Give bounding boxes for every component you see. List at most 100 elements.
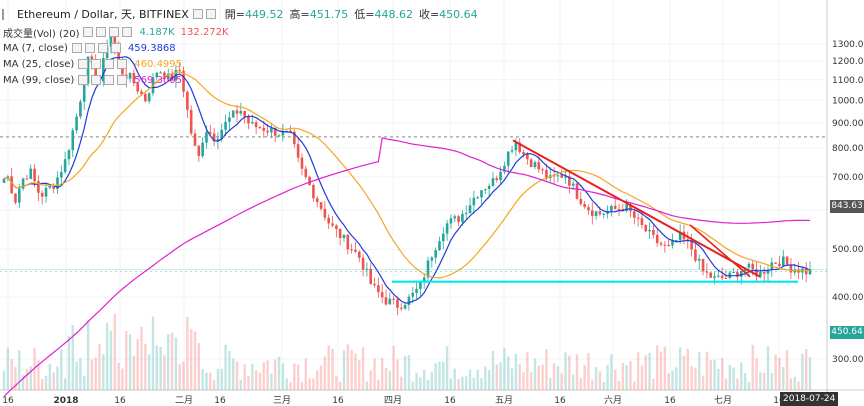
candle-body xyxy=(739,270,743,277)
settings-icon[interactable] xyxy=(91,59,102,69)
candle-body xyxy=(411,292,415,297)
candle-body xyxy=(766,269,770,274)
volume-bar xyxy=(60,349,63,390)
volume-bar xyxy=(182,361,185,390)
settings-icon[interactable] xyxy=(96,27,107,37)
candle-body xyxy=(327,217,330,224)
candle-body xyxy=(533,162,537,168)
candle-body xyxy=(434,250,437,258)
volume-bar xyxy=(197,343,201,390)
candle-body xyxy=(709,272,712,278)
volume-bar xyxy=(659,351,663,390)
time-tick-label: 四月 xyxy=(384,395,402,406)
candle-body xyxy=(652,229,655,235)
chart-type-icon[interactable] xyxy=(2,8,13,20)
volume-bar xyxy=(759,372,762,390)
volume-bar xyxy=(358,360,361,390)
volume-bar xyxy=(667,373,670,390)
visibility-icon[interactable] xyxy=(78,59,89,69)
candle-body xyxy=(56,177,59,189)
candle-body xyxy=(667,245,670,247)
close-icon[interactable] xyxy=(109,27,120,37)
volume-bar xyxy=(610,354,613,390)
candle-body xyxy=(640,218,644,225)
candle-body xyxy=(224,121,227,130)
volume-bar xyxy=(167,334,170,390)
candle-body xyxy=(476,197,479,199)
candle-body xyxy=(281,130,285,136)
candle-body xyxy=(552,175,556,177)
candle-body xyxy=(289,130,292,132)
ma7-label[interactable]: MA (7, close) xyxy=(3,42,68,54)
candle-body xyxy=(613,205,617,209)
candle-body xyxy=(457,216,460,222)
visibility-icon[interactable] xyxy=(83,27,94,37)
more-icon[interactable] xyxy=(110,43,121,53)
candle-body xyxy=(545,169,548,179)
ma25-legend-buttons xyxy=(78,59,130,69)
close-icon[interactable] xyxy=(104,75,115,85)
candle-body xyxy=(388,298,392,305)
candle-body xyxy=(132,73,136,84)
settings-icon[interactable] xyxy=(84,43,95,53)
volume-label[interactable]: 成交量(Vol) (20) xyxy=(3,28,80,40)
candle-body xyxy=(350,249,353,251)
time-tick-label: 16 xyxy=(214,396,226,406)
volume-bar xyxy=(789,378,793,390)
open-label: 開= xyxy=(224,8,246,21)
more-icon[interactable] xyxy=(117,59,128,69)
volume-bar xyxy=(606,364,609,390)
candle-body xyxy=(430,257,434,261)
candle-body xyxy=(155,72,159,78)
candle-body xyxy=(560,175,564,178)
volume-bar xyxy=(614,369,617,390)
last-price-label: 450.64 xyxy=(830,326,864,339)
volume-bar xyxy=(762,372,766,390)
low-value: 448.62 xyxy=(374,7,413,21)
candle-body xyxy=(208,132,212,134)
volume-bar xyxy=(338,381,342,390)
ma99-label[interactable]: MA (99, close) xyxy=(3,74,75,86)
candle-body xyxy=(163,72,166,79)
candle-body xyxy=(499,171,502,181)
time-tick-label: 五月 xyxy=(495,395,513,406)
price-tick-label: 800.00 xyxy=(832,144,864,154)
volume-bar xyxy=(713,359,716,390)
candle-body xyxy=(503,165,506,172)
volume-bar xyxy=(266,360,269,390)
close-icon[interactable] xyxy=(97,43,108,53)
volume-bar xyxy=(526,352,529,390)
high-label: 高= xyxy=(289,8,310,21)
candle-body xyxy=(705,271,709,273)
close-icon[interactable] xyxy=(104,59,115,69)
volume-bar xyxy=(797,381,800,390)
candle-body xyxy=(14,193,17,203)
visibility-icon[interactable] xyxy=(205,9,216,19)
volume-bar xyxy=(717,368,720,390)
candle-body xyxy=(663,244,667,246)
settings-icon[interactable] xyxy=(91,75,102,85)
candle-body xyxy=(147,93,151,102)
volume-bar xyxy=(67,335,71,390)
more-icon[interactable] xyxy=(122,27,133,37)
volume-bar xyxy=(193,331,197,390)
volume-bar xyxy=(121,368,124,390)
volume-bar xyxy=(484,366,487,390)
volume-bar xyxy=(579,378,583,390)
ma25-label[interactable]: MA (25, close) xyxy=(3,58,75,70)
volume-bar xyxy=(90,359,94,390)
volume-legend-buttons xyxy=(83,27,135,37)
candle-body xyxy=(312,184,315,199)
volume-bar xyxy=(480,378,483,390)
visibility-icon[interactable] xyxy=(78,75,89,85)
volume-bar xyxy=(109,330,113,390)
visibility-icon[interactable] xyxy=(71,43,82,53)
candle-body xyxy=(323,208,327,218)
more-icon[interactable] xyxy=(117,75,128,85)
candle-body xyxy=(75,116,78,131)
symbol-title[interactable]: Ethereum / Dollar, 天, BITFINEX xyxy=(17,8,189,21)
settings-icon[interactable] xyxy=(192,9,203,19)
low-label: 低= xyxy=(354,8,375,21)
